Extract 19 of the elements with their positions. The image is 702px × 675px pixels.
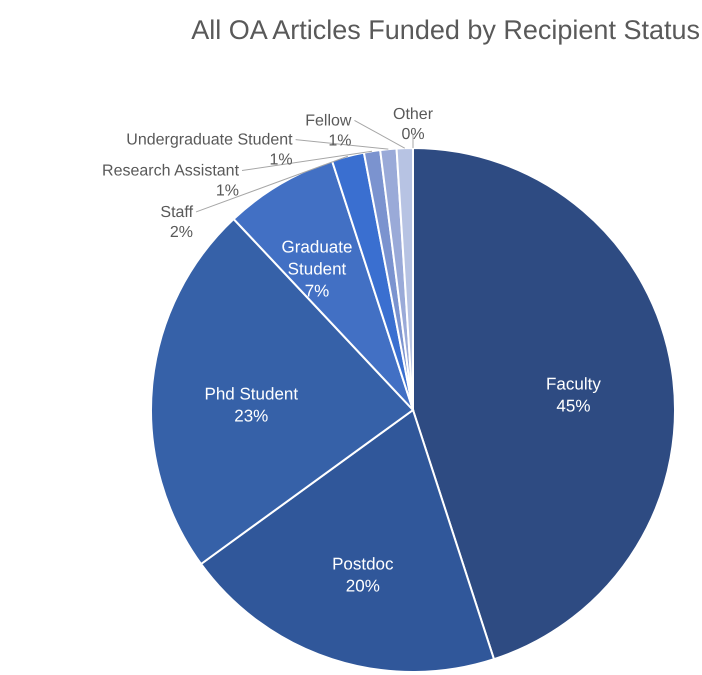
slice-label: Phd Student	[204, 384, 298, 404]
category-label: Other	[392, 106, 434, 123]
data-label: 45%	[556, 396, 590, 416]
data-label: 1%	[216, 182, 240, 200]
slice-label: Fellow	[305, 112, 352, 130]
slice-label: Postdoc	[332, 554, 394, 574]
data-label: 7%	[304, 282, 330, 301]
data-label: 23%	[234, 406, 268, 426]
data-label: 20%	[346, 576, 380, 596]
slice-label: Faculty	[546, 374, 602, 394]
data-label: 1%	[328, 132, 352, 150]
text: 0%	[401, 126, 425, 143]
slice-label: Graduate Student	[282, 238, 352, 279]
slice-label: Staff	[160, 204, 194, 221]
chart-title: All OA Articles Funded by Recipient Status	[191, 15, 700, 45]
data-label: 2%	[170, 224, 194, 241]
data-label: 1%	[269, 152, 293, 169]
slice-label: Research Assistant	[102, 162, 240, 180]
slice-label: Undergraduate Student	[126, 132, 294, 149]
